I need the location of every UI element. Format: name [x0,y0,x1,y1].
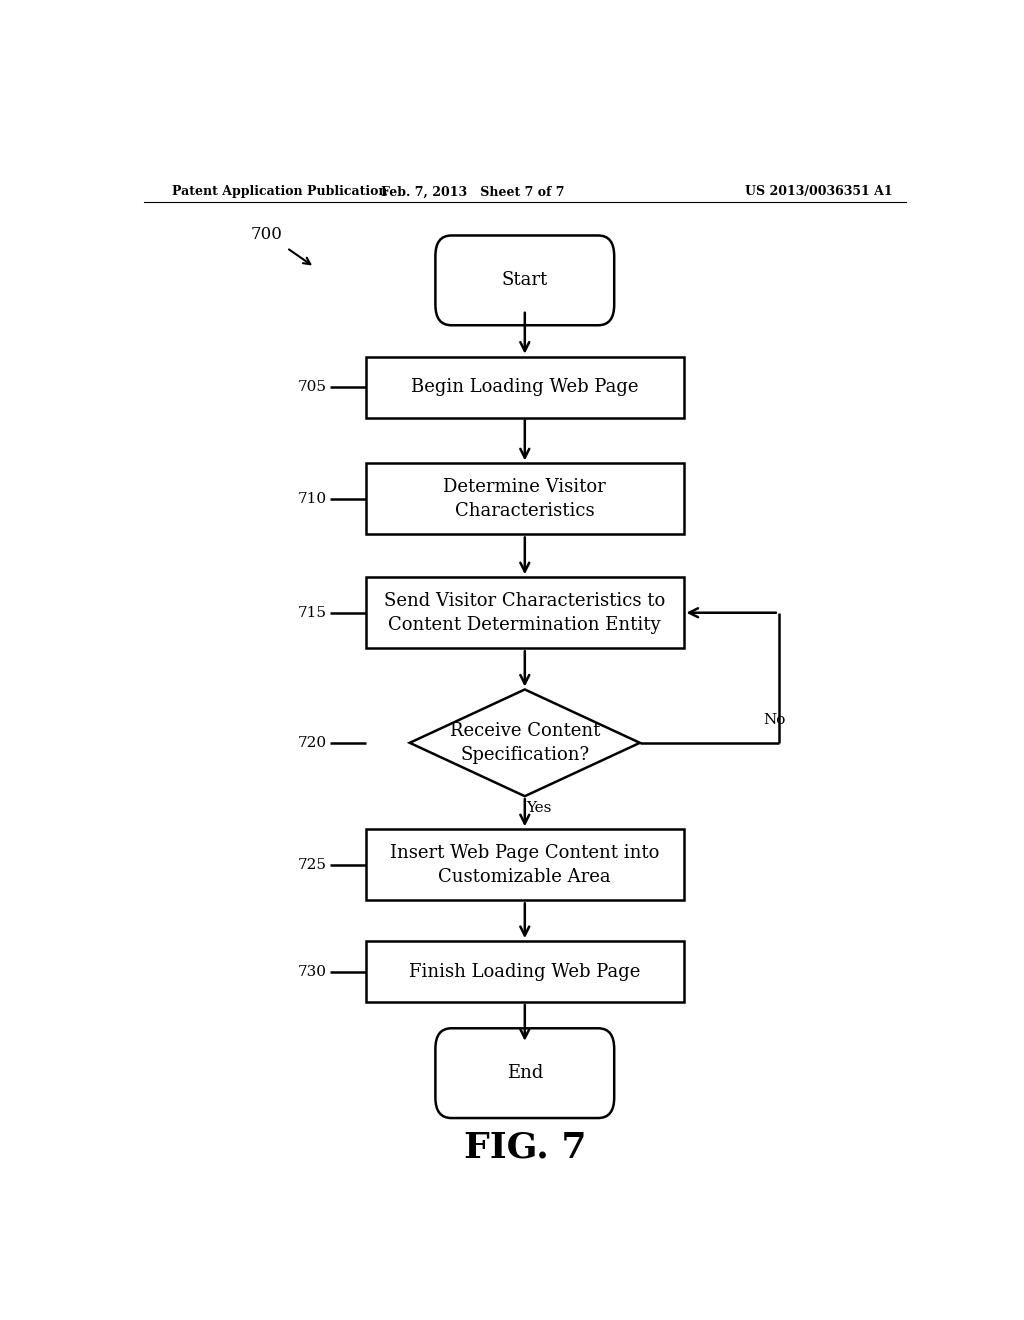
Text: Receive Content
Specification?: Receive Content Specification? [450,722,600,764]
Text: Start: Start [502,272,548,289]
Text: 705: 705 [297,380,327,395]
Text: Insert Web Page Content into
Customizable Area: Insert Web Page Content into Customizabl… [390,843,659,886]
Bar [367,463,684,535]
FancyBboxPatch shape [435,1028,614,1118]
Text: Begin Loading Web Page: Begin Loading Web Page [411,378,639,396]
Text: US 2013/0036351 A1: US 2013/0036351 A1 [744,185,892,198]
Text: 730: 730 [297,965,327,978]
Text: 710: 710 [297,492,327,506]
Polygon shape [410,689,640,796]
Text: Patent Application Publication: Patent Application Publication [172,185,387,198]
Text: Feb. 7, 2013   Sheet 7 of 7: Feb. 7, 2013 Sheet 7 of 7 [382,185,565,198]
FancyBboxPatch shape [435,235,614,325]
Bar [367,829,684,900]
Text: Yes: Yes [526,801,552,816]
Text: Finish Loading Web Page: Finish Loading Web Page [410,962,640,981]
Text: 700: 700 [251,226,283,243]
Text: 720: 720 [297,735,327,750]
Bar [367,941,684,1002]
Text: Determine Visitor
Characteristics: Determine Visitor Characteristics [443,478,606,520]
Text: No: No [764,714,786,727]
Bar [367,577,684,648]
Text: End: End [507,1064,543,1082]
Text: 715: 715 [297,606,327,619]
Text: 725: 725 [297,858,327,871]
Bar [367,356,684,417]
Text: FIG. 7: FIG. 7 [464,1130,586,1164]
Text: Send Visitor Characteristics to
Content Determination Entity: Send Visitor Characteristics to Content … [384,591,666,634]
